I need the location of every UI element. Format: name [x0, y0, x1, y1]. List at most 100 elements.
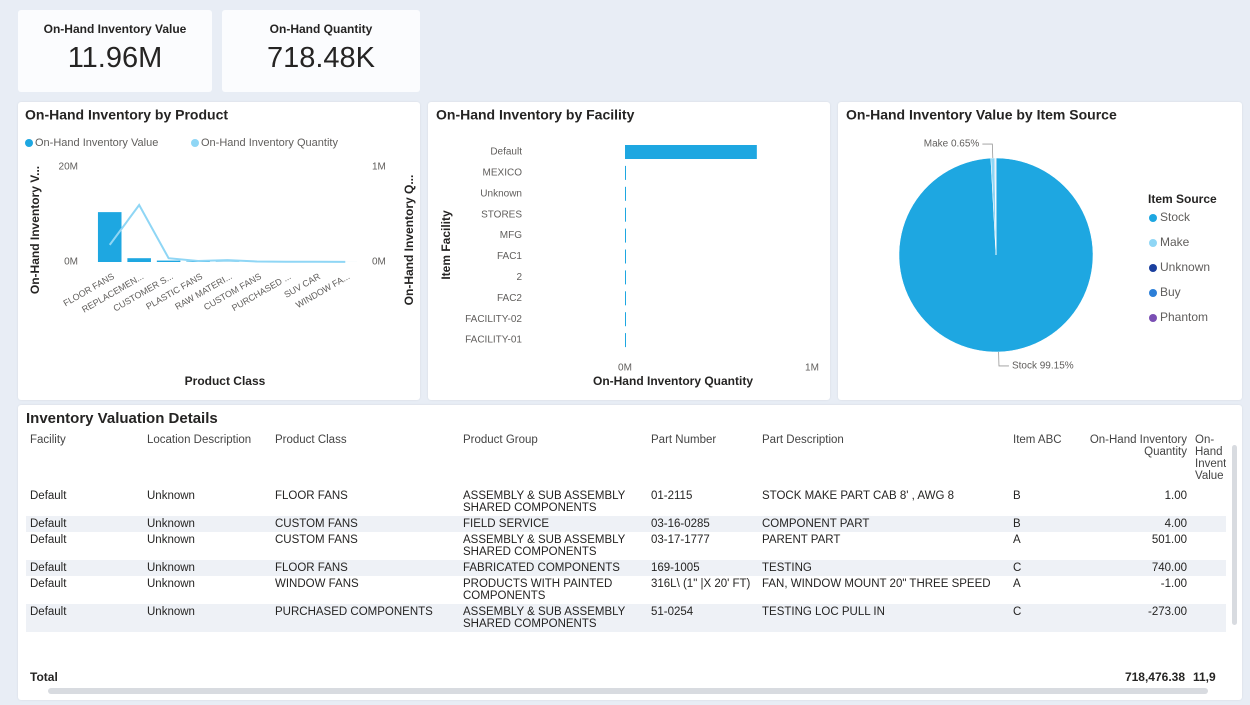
table-row: Default Unknown PURCHASED COMPONENTS ASSEMB…: [26, 604, 1226, 632]
table-cell: TESTING: [758, 560, 1009, 576]
legend-label: On-Hand Inventory Value: [35, 137, 158, 149]
leader-line: [982, 143, 994, 159]
y-tick-label: MFG: [500, 230, 522, 241]
y-tick-label: 0M: [64, 257, 78, 268]
legend-label: Phantom: [1160, 310, 1208, 324]
kpi-label: On-Hand Quantity: [269, 22, 373, 36]
y2-tick-label: 1M: [372, 162, 386, 173]
data-label: Make 0.65%: [924, 139, 980, 150]
table-cell: 316L\ (1" |X 20' FT): [651, 578, 751, 590]
table-cell: CUSTOM FANS: [271, 516, 459, 532]
bar: [625, 333, 626, 348]
bar: [625, 207, 626, 222]
bar: [127, 258, 151, 262]
chart-title: On-Hand Inventory by Product: [25, 107, 228, 123]
table-cell: 169-1005: [647, 560, 758, 576]
total-quantity: 718,476.38: [1124, 670, 1185, 684]
bar: [625, 165, 626, 180]
table-cell: FABRICATED COMPONENTS: [459, 560, 647, 576]
legend-title: Item Source: [1148, 192, 1217, 206]
column-header: On-Hand Inventory Quantity: [1089, 434, 1187, 458]
table-cell: Unknown: [147, 578, 195, 590]
table-cell: C: [1009, 560, 1071, 576]
legend-marker: [1149, 314, 1157, 322]
table-cell: [1191, 560, 1226, 576]
y-tick-label: STORES: [481, 209, 522, 220]
table-cell: [1191, 604, 1226, 632]
table-cell: 4.00: [1071, 516, 1191, 532]
x-tick-label: 0M: [618, 363, 632, 374]
legend-marker: [25, 139, 33, 147]
column-header: Product Group: [463, 434, 538, 446]
table-cell: Default: [30, 534, 67, 546]
table-cell: PURCHASED COMPONENTS: [271, 604, 459, 632]
kpi-value: 718.48K: [266, 42, 376, 74]
bar: [625, 291, 626, 306]
column-header: Location Description: [147, 434, 252, 446]
table-cell: Unknown: [143, 516, 271, 532]
table-cell: B: [1013, 490, 1021, 502]
table-cell: Unknown: [147, 534, 195, 546]
table-row: Default Unknown FLOOR FANS ASSEMBLY & SUB A…: [26, 488, 1226, 516]
y-tick-label: 20M: [59, 162, 78, 173]
y2-axis-title: On-Hand Inventory Q...: [402, 175, 416, 306]
y-tick-label: MEXICO: [483, 168, 523, 179]
line: [108, 203, 346, 263]
legend-label: Make: [1160, 235, 1190, 249]
legend-marker: [1149, 264, 1157, 272]
total-label: Total: [30, 670, 58, 684]
table-cell: WINDOW FANS: [275, 578, 359, 590]
bar: [97, 212, 122, 262]
v-scrollbar[interactable]: [1232, 445, 1237, 625]
table-cell: FAN, WINDOW MOUNT 20" THREE SPEED: [762, 578, 991, 590]
column-header: Item ABC: [1013, 434, 1062, 446]
y-axis-title: Item Facility: [439, 210, 453, 280]
panel: [18, 405, 1242, 700]
h-scrollbar[interactable]: [48, 688, 1208, 694]
panel: [18, 102, 420, 400]
table-cell: Default: [26, 604, 143, 632]
table-cell: Unknown: [143, 604, 271, 632]
table-cell: CUSTOM FANS: [275, 534, 358, 546]
leader-line: [998, 351, 1009, 367]
chart-title: On-Hand Inventory by Facility: [436, 107, 635, 123]
x-tick-label: 1M: [805, 363, 819, 374]
table-cell: PRODUCTS WITH PAINTED COMPONENTS: [463, 578, 613, 602]
x-axis-title: Product Class: [185, 374, 266, 388]
table-cell: 740.00: [1071, 560, 1191, 576]
table-cell: [1191, 532, 1226, 560]
table-cell: B: [1009, 516, 1071, 532]
y-tick-label: FACILITY-01: [465, 335, 522, 346]
x-axis-title: On-Hand Inventory Quantity: [593, 374, 753, 388]
bar: [625, 186, 626, 201]
table-visual: Inventory Valuation Details Facility Loca…: [18, 405, 1242, 700]
table-cell: 03-17-1777: [651, 534, 710, 546]
y-tick-label: Default: [490, 147, 522, 158]
table-cell: 1.00: [1164, 490, 1187, 502]
y-axis-title: On-Hand Inventory V...: [28, 166, 42, 294]
bar: [625, 249, 626, 264]
legend-label: On-Hand Inventory Quantity: [201, 137, 338, 149]
chart-title: On-Hand Inventory Value by Item Source: [846, 107, 1117, 123]
column-header: Part Number: [651, 434, 717, 446]
kpi-card: On-Hand Quantity 718.48K: [222, 10, 420, 92]
header-row: Facility Location Description Product Clas…: [26, 432, 1226, 488]
y2-tick-label: 0M: [372, 257, 386, 268]
table-cell: A: [1013, 578, 1021, 590]
table-row: Default Unknown FLOOR FANS FABRICATED COMPO…: [26, 560, 1226, 576]
y-tick-label: 2: [516, 272, 522, 283]
table-cell: C: [1009, 604, 1071, 632]
column-header: On-Hand Inventory Value: [1195, 434, 1226, 482]
table-cell: [1191, 576, 1226, 604]
table-cell: Unknown: [143, 560, 271, 576]
legend-label: Stock: [1160, 210, 1191, 224]
legend-marker: [1149, 289, 1157, 297]
table-cell: [1191, 516, 1226, 532]
bar: [625, 228, 626, 243]
legend-marker: [1149, 239, 1157, 247]
legend-label: Buy: [1160, 285, 1181, 299]
table-cell: STOCK MAKE PART CAB 8' , AWG 8: [762, 490, 955, 502]
table-cell: 501.00: [1151, 534, 1187, 546]
